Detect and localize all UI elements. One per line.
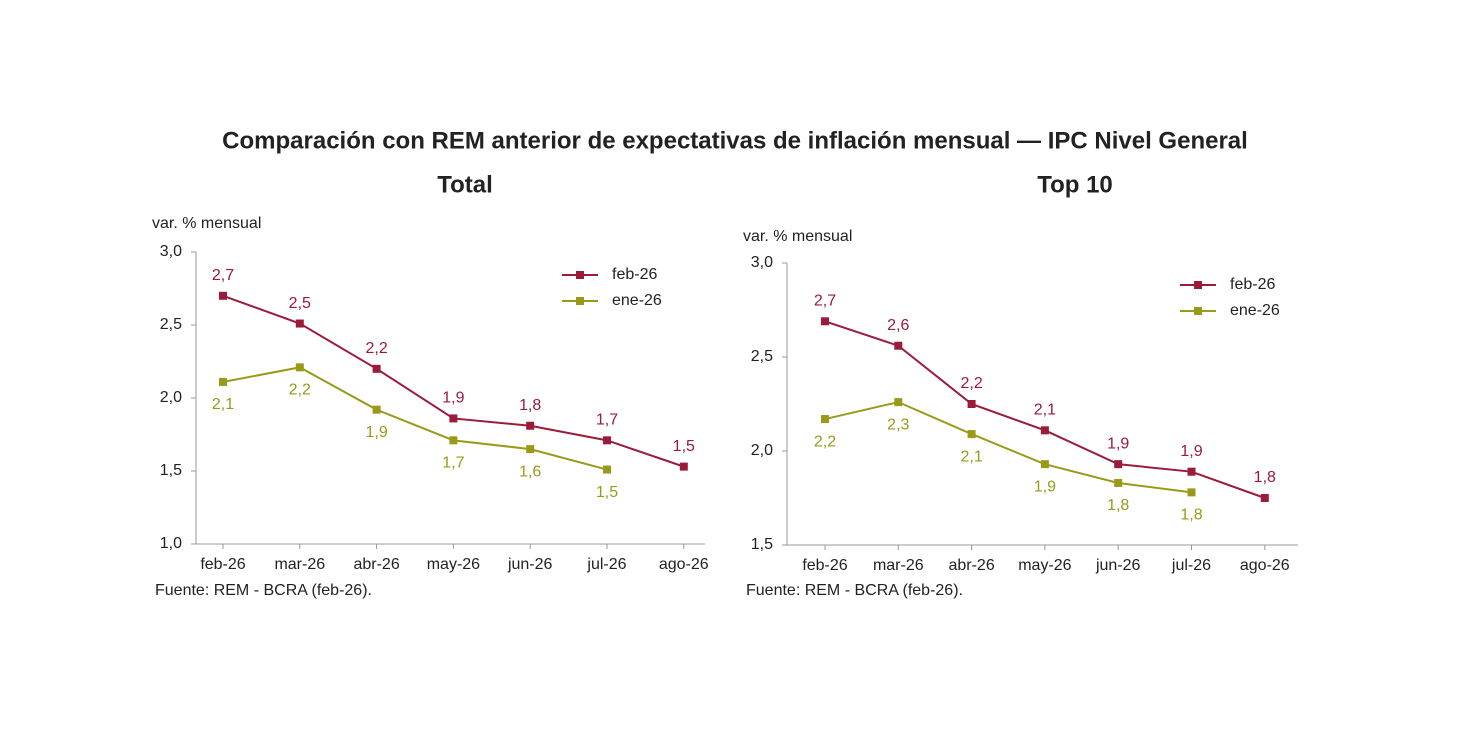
point-marker <box>372 405 381 414</box>
point-marker <box>894 398 903 407</box>
data-label: 1,6 <box>519 463 541 480</box>
y-tick-label: 1,5 <box>160 462 182 479</box>
point-marker <box>1187 467 1196 476</box>
data-label: 1,8 <box>1180 507 1202 524</box>
y-axis-label: var. % mensual <box>743 228 852 245</box>
data-label: 1,5 <box>673 438 695 455</box>
x-tick-label: mar-26 <box>274 556 325 573</box>
point-marker <box>603 465 611 474</box>
legend-marker <box>576 297 584 305</box>
x-tick-label: feb-26 <box>802 557 847 574</box>
legend-marker <box>1194 281 1202 289</box>
x-tick-label: feb-26 <box>200 556 245 573</box>
data-label: 1,8 <box>1107 497 1129 514</box>
y-tick-label: 1,5 <box>751 536 773 553</box>
point-marker <box>219 291 227 300</box>
data-label: 2,2 <box>814 433 836 450</box>
point-marker <box>449 436 458 445</box>
data-label: 2,2 <box>960 375 982 392</box>
point-marker <box>449 414 458 423</box>
x-tick-label: jul-26 <box>1171 557 1211 574</box>
data-label: 1,7 <box>442 455 464 472</box>
data-label: 2,6 <box>887 317 909 334</box>
point-marker <box>1260 494 1269 502</box>
data-label: 2,2 <box>289 382 311 399</box>
chart-title: Comparación con REM anterior de expectat… <box>222 127 1248 154</box>
y-axis-label: var. % mensual <box>152 215 261 232</box>
x-tick-label: may-26 <box>427 556 480 573</box>
data-label: 2,3 <box>887 416 909 433</box>
x-tick-label: ago-26 <box>659 556 709 573</box>
y-tick-label: 1,0 <box>160 535 182 552</box>
x-tick-label: jun-26 <box>1095 557 1141 574</box>
legend-marker <box>576 271 584 279</box>
data-label: 1,7 <box>596 412 618 429</box>
point-marker <box>967 400 976 408</box>
data-label: 1,9 <box>365 424 387 441</box>
series-line <box>824 401 1192 494</box>
x-tick-label: mar-26 <box>873 557 924 574</box>
data-label: 1,9 <box>1180 443 1202 460</box>
point-marker <box>219 377 227 386</box>
data-label: 1,9 <box>1107 435 1129 452</box>
point-marker <box>526 421 535 430</box>
point-marker <box>821 317 829 326</box>
point-marker <box>967 430 976 439</box>
y-tick-label: 3,0 <box>160 243 182 260</box>
x-tick-label: abr-26 <box>353 556 399 573</box>
data-label: 2,1 <box>1034 402 1056 419</box>
legend-label: feb-26 <box>612 266 657 283</box>
point-marker <box>821 415 829 424</box>
data-label: 2,2 <box>365 340 387 357</box>
source-note: Fuente: REM - BCRA (feb-26). <box>746 582 963 599</box>
legend-label: ene-26 <box>1230 302 1280 319</box>
y-tick-label: 2,5 <box>160 316 182 333</box>
point-marker <box>1114 460 1123 469</box>
data-label: 2,1 <box>960 448 982 465</box>
point-marker <box>295 363 304 372</box>
y-tick-label: 2,5 <box>751 348 773 365</box>
point-marker <box>526 445 535 454</box>
data-label: 1,5 <box>596 484 618 501</box>
y-tick-label: 3,0 <box>751 254 773 271</box>
series-line <box>222 366 608 471</box>
data-label: 2,1 <box>212 396 234 413</box>
y-tick-label: 2,0 <box>751 442 773 459</box>
x-tick-label: jul-26 <box>586 556 626 573</box>
legend-label: feb-26 <box>1230 276 1275 293</box>
x-tick-label: may-26 <box>1018 557 1071 574</box>
point-marker <box>295 319 304 328</box>
x-tick-label: abr-26 <box>948 557 994 574</box>
point-marker <box>1040 460 1049 469</box>
data-label: 1,8 <box>519 397 541 414</box>
legend-marker <box>1194 307 1202 315</box>
legend-label: ene-26 <box>612 292 662 309</box>
source-note: Fuente: REM - BCRA (feb-26). <box>155 582 372 599</box>
point-marker <box>1187 488 1196 497</box>
point-marker <box>1114 478 1123 487</box>
subplot-title: Top 10 <box>1037 171 1113 198</box>
x-tick-label: jun-26 <box>507 556 553 573</box>
x-tick-label: ago-26 <box>1240 557 1290 574</box>
point-marker <box>603 436 611 445</box>
data-label: 2,7 <box>814 292 836 309</box>
data-label: 1,9 <box>442 390 464 407</box>
subplot-title: Total <box>437 171 493 198</box>
point-marker <box>372 364 381 373</box>
point-marker <box>1040 426 1049 435</box>
data-label: 1,9 <box>1034 478 1056 495</box>
data-label: 2,5 <box>289 295 311 312</box>
data-label: 1,8 <box>1254 469 1276 486</box>
point-marker <box>679 462 688 471</box>
data-label: 2,7 <box>212 267 234 284</box>
y-tick-label: 2,0 <box>160 389 182 406</box>
point-marker <box>894 341 903 350</box>
